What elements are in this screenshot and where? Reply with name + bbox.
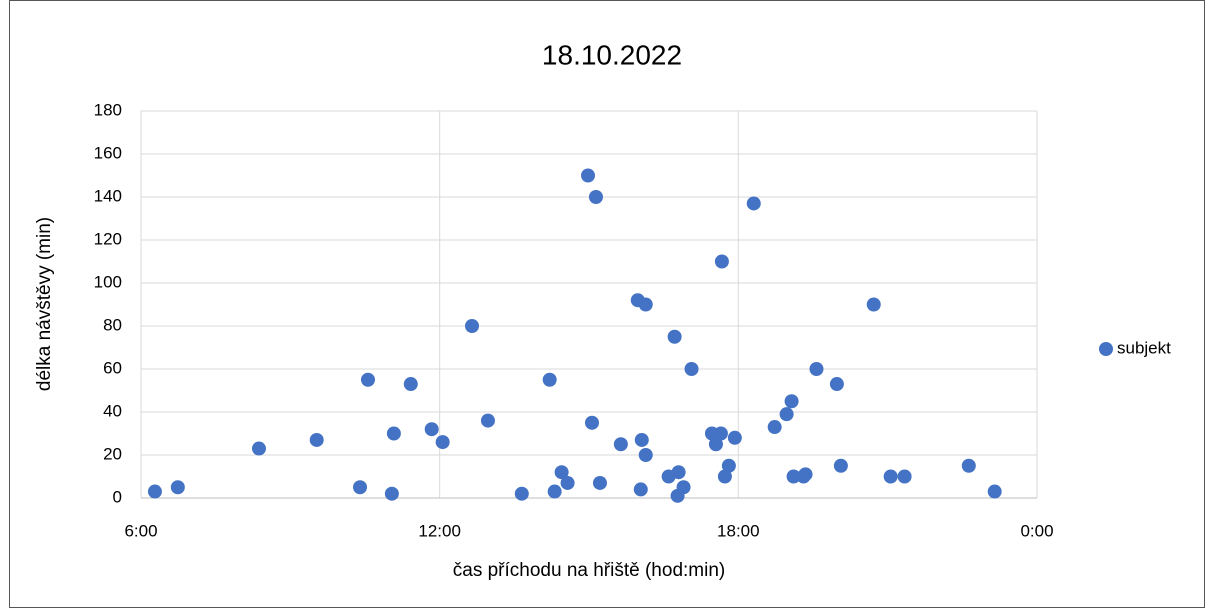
- point: [779, 407, 794, 422]
- point: [883, 469, 898, 484]
- y-tick-label: 120: [94, 229, 122, 248]
- point: [634, 432, 649, 447]
- point: [727, 430, 742, 445]
- point: [746, 196, 761, 211]
- point: [384, 486, 399, 501]
- point: [547, 484, 562, 499]
- point: [465, 319, 480, 333]
- point: [829, 377, 844, 392]
- point: [581, 168, 596, 183]
- point: [961, 458, 976, 473]
- y-tick-label: 20: [103, 444, 122, 463]
- point: [309, 432, 324, 447]
- point: [833, 458, 848, 473]
- point: [897, 469, 912, 484]
- point: [638, 448, 653, 462]
- point: [708, 437, 723, 452]
- x-tick-label: 0:00: [1020, 521, 1053, 540]
- chart-title: 18.10.2022: [542, 39, 682, 70]
- y-tick-label: 60: [103, 358, 122, 377]
- legend-marker: [1099, 342, 1113, 356]
- x-tick-label: 6:00: [124, 521, 157, 540]
- point: [767, 420, 782, 435]
- point: [866, 297, 881, 312]
- y-tick-label: 100: [94, 272, 122, 291]
- point: [798, 467, 813, 482]
- legend-label: subjekt: [1117, 338, 1171, 357]
- point: [638, 297, 653, 312]
- point: [592, 475, 607, 490]
- point: [360, 372, 375, 387]
- point: [480, 413, 495, 428]
- point: [784, 394, 799, 409]
- x-tick-label: 18:00: [717, 521, 760, 540]
- y-axis-label: délka návštěvy (min): [34, 217, 55, 391]
- point: [353, 480, 368, 495]
- point: [633, 482, 648, 497]
- y-tick-label: 140: [94, 186, 122, 205]
- point: [554, 465, 569, 480]
- point: [584, 415, 599, 430]
- point: [809, 362, 824, 376]
- point: [717, 469, 732, 484]
- point: [676, 480, 691, 495]
- point: [671, 465, 686, 480]
- x-tick-label: 12:00: [418, 521, 461, 540]
- y-tick-label: 80: [103, 315, 122, 334]
- point: [435, 435, 450, 450]
- y-tick-label: 180: [94, 100, 122, 119]
- point: [714, 254, 729, 269]
- point: [713, 426, 728, 441]
- point: [786, 469, 801, 484]
- point: [542, 372, 557, 387]
- point: [403, 377, 418, 392]
- chart-border: [9, 0, 1205, 608]
- point: [147, 484, 162, 499]
- point: [684, 362, 699, 376]
- y-tick-label: 160: [94, 143, 122, 162]
- point: [514, 486, 529, 501]
- point: [170, 480, 185, 495]
- point: [721, 458, 736, 473]
- y-tick-label: 40: [103, 401, 122, 420]
- point: [613, 437, 628, 452]
- point: [987, 484, 1002, 499]
- point: [424, 422, 439, 437]
- point: [386, 426, 401, 441]
- point: [667, 329, 682, 344]
- x-axis-label: čas příchodu na hřiště (hod:min): [453, 560, 725, 581]
- point: [251, 441, 266, 456]
- y-tick-label: 0: [113, 487, 122, 506]
- point: [588, 190, 603, 204]
- point: [560, 475, 575, 490]
